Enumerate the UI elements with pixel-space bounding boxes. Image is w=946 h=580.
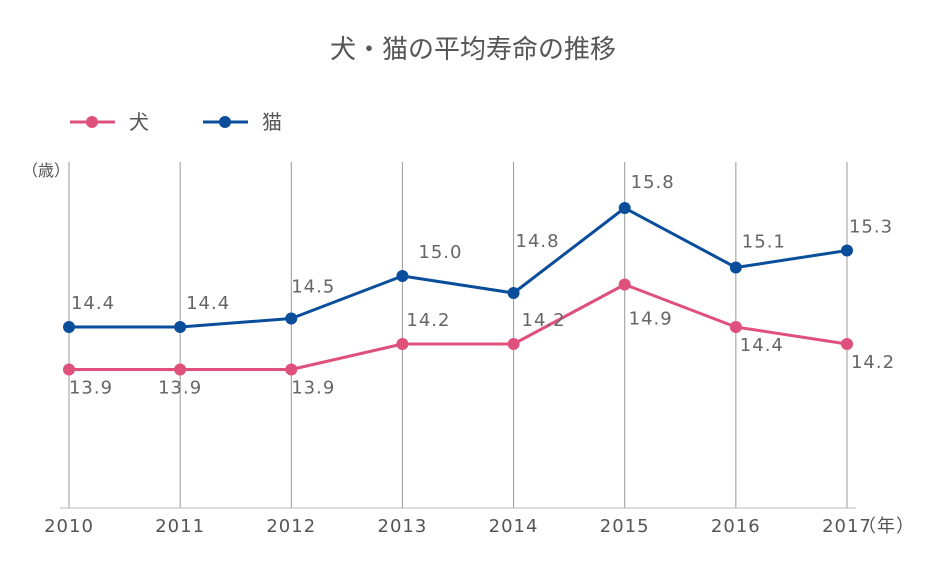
data-label-dog-2011: 13.9 [158, 378, 202, 399]
data-point-cat-2013 [396, 270, 409, 282]
legend-marker-dog [86, 116, 98, 128]
data-label-dog-2013: 14.2 [406, 310, 450, 331]
x-tick-label-2017: 2017 [822, 516, 872, 537]
data-label-dog-2012: 13.9 [291, 378, 335, 399]
legend-marker-cat [219, 116, 231, 128]
data-point-cat-2011 [174, 321, 187, 333]
chart-title: 犬・猫の平均寿命の推移 [330, 35, 616, 65]
data-point-dog-2014 [507, 338, 520, 350]
data-label-cat-2011: 14.4 [186, 293, 230, 314]
data-point-dog-2012 [285, 363, 298, 376]
data-label-cat-2010: 14.4 [71, 293, 115, 314]
x-tick-label-2016: 2016 [711, 516, 761, 537]
data-label-dog-2016: 14.4 [740, 335, 784, 356]
data-label-cat-2012: 14.5 [291, 277, 335, 298]
series-line-cat [69, 206, 848, 329]
x-tick-label-2014: 2014 [489, 516, 539, 537]
data-label-dog-2015: 14.9 [629, 309, 673, 330]
data-point-cat-2017 [840, 244, 853, 257]
x-tick-label-2012: 2012 [266, 516, 316, 537]
data-point-dog-2011 [174, 363, 187, 376]
legend-label-dog: 犬 [129, 110, 149, 134]
x-tick-label-2011: 2011 [155, 516, 205, 537]
gridlines [68, 162, 848, 508]
data-point-cat-2016 [729, 261, 742, 274]
data-point-dog-2016 [729, 321, 742, 333]
data-point-cat-2015 [618, 202, 631, 214]
legend-label-cat: 猫 [262, 110, 282, 134]
x-tick-label-2010: 2010 [44, 516, 94, 537]
legend: 犬 猫 [70, 110, 282, 134]
data-label-dog-2010: 13.9 [69, 378, 113, 399]
data-label-dog-2014: 14.2 [522, 310, 566, 331]
data-point-dog-2015 [618, 278, 631, 291]
series-line-dog [69, 283, 848, 371]
data-label-cat-2013: 15.0 [418, 242, 462, 263]
x-axis-ticks: 2010 2011 2012 2013 2014 2015 2016 2017 [44, 516, 872, 537]
data-point-cat-2010 [63, 321, 75, 333]
data-label-cat-2016: 15.1 [742, 232, 786, 253]
data-point-dog-2017 [840, 338, 853, 350]
data-label-cat-2014: 14.8 [516, 231, 560, 252]
x-tick-label-2013: 2013 [378, 516, 428, 537]
data-label-dog-2017: 14.2 [851, 352, 895, 373]
data-point-cat-2014 [507, 287, 520, 299]
data-point-dog-2010 [63, 363, 75, 376]
x-axis-unit: （年） [858, 516, 915, 537]
data-label-cat-2015: 15.8 [631, 172, 675, 193]
data-label-cat-2017: 15.3 [849, 217, 893, 238]
data-point-dog-2013 [396, 338, 409, 350]
y-axis-unit: （歳） [22, 161, 70, 180]
series-layer: 13.9 13.9 13.9 14.2 14.2 14.9 14.4 14.2 14.4 14.4… [63, 172, 895, 399]
x-tick-label-2015: 2015 [600, 516, 650, 537]
data-point-cat-2012 [285, 312, 298, 325]
